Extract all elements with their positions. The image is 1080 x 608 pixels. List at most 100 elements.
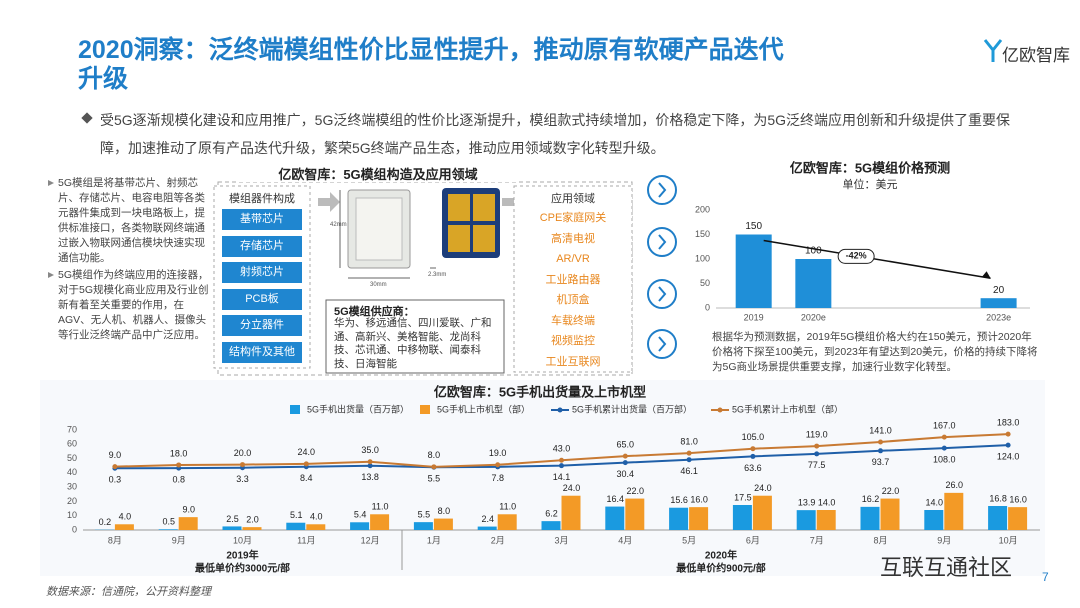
value-label: 5.5 [428, 474, 441, 484]
component: 基带芯片 [222, 209, 302, 230]
bar [541, 521, 561, 530]
title-mask [238, 162, 518, 182]
line-point [878, 439, 883, 445]
value-label: 183.0 [997, 417, 1020, 427]
x-tick-label: 4月 [618, 535, 632, 545]
value-label: 13.9 [798, 498, 816, 508]
value-label: 8.4 [300, 473, 313, 483]
y-tick-label: 200 [695, 204, 710, 214]
line-point [750, 446, 756, 452]
value-label: 11.0 [372, 502, 389, 512]
line-point [240, 462, 245, 468]
line-point [686, 457, 692, 463]
line-point [622, 460, 628, 466]
annotation-box [837, 248, 875, 264]
value-label: 20.0 [234, 448, 252, 458]
value-label: 0.2 [99, 517, 112, 527]
line-point [1005, 431, 1011, 437]
value-label: 2.5 [226, 514, 239, 524]
bar [350, 522, 370, 530]
source: 数据来源：信通院，公开资料整理 [46, 586, 211, 598]
supplier-box [325, 299, 505, 374]
value-label: 8.0 [428, 450, 441, 460]
y-tick-label: 70 [67, 424, 77, 434]
value-label: 15.6 [670, 495, 688, 505]
bar [158, 529, 178, 530]
bar [605, 506, 625, 530]
value-label: 22.0 [882, 486, 900, 496]
chip-pad [448, 194, 470, 221]
value-label: 4.0 [119, 512, 132, 522]
value-label: 14.0 [818, 497, 836, 507]
application: AR/VR [556, 253, 590, 265]
dimension: 42mm [330, 222, 347, 228]
suppliers: 华为、移远通信、四川爱联、广和通、高新兴、美格智能、龙尚科技、芯讯通、中移物联、… [334, 317, 492, 370]
bar [477, 526, 497, 530]
value-label: 43.0 [553, 444, 571, 454]
value-label: 9.0 [182, 505, 195, 515]
value-label: 22.0 [627, 486, 645, 496]
x-tick-label: 7月 [810, 535, 824, 545]
line-point [559, 457, 564, 463]
value-label: 11.0 [499, 502, 516, 512]
y-tick-label: 0 [72, 524, 77, 534]
bar [924, 510, 944, 530]
dimension: 2.3mm [428, 272, 447, 278]
logo: 亿欧智库 [1002, 46, 1070, 65]
bar [222, 526, 242, 530]
value-label: 19.0 [489, 448, 507, 458]
legend-label: 5G手机出货量（百万部） [307, 403, 409, 414]
value-label: 14.1 [553, 472, 571, 482]
legend-label: 5G手机累计上市机型（部） [732, 403, 843, 414]
value-label: 108.0 [933, 455, 956, 465]
page-number: 7 [1042, 570, 1049, 584]
x-tick-label: 11月 [297, 535, 315, 545]
components-heading: 模组器件构成 [229, 193, 295, 205]
bar [689, 507, 709, 530]
value-label: 13.8 [361, 472, 379, 482]
bar [625, 498, 645, 530]
line-point [495, 462, 501, 468]
bar [669, 507, 689, 530]
line-point [941, 434, 947, 440]
y-tick-label: 20 [67, 496, 77, 506]
line-point [176, 462, 182, 468]
x-tick-label: 2023e [986, 312, 1011, 322]
notes: 5G模组是将基带芯片、射频芯片、存储芯片、电容电阻等各类元器件集成到一块电路板上… [46, 176, 210, 345]
y-tick-label: 0 [705, 302, 710, 312]
value-label: 141.0 [869, 425, 892, 435]
application: CPE家庭网关 [539, 212, 607, 224]
x-tick-label: 2月 [491, 535, 505, 545]
page-title: 2020洞察：泛终端模组性价比显性提升，推动原有软硬产品迭代升级 [78, 36, 784, 93]
value-label: 5.5 [418, 510, 431, 520]
trend-arrow [763, 239, 991, 279]
x-tick-label: 10月 [999, 535, 1018, 545]
x-tick-label: 10月 [233, 535, 252, 545]
bar [1008, 507, 1028, 530]
line-point [367, 459, 373, 465]
value-label: 16.8 [989, 493, 1007, 503]
value-label: 5.1 [290, 510, 303, 520]
application: 工业路由器 [545, 273, 601, 286]
bar [497, 514, 517, 530]
bar [178, 517, 198, 530]
value-label: 6.2 [545, 509, 558, 519]
y-tick-label: 150 [695, 229, 710, 239]
bar [944, 492, 964, 530]
arrow-circles [647, 175, 677, 359]
value-label: 65.0 [617, 440, 635, 450]
value-label: 14.0 [926, 497, 944, 507]
chart-subtitle: 单位：美元 [843, 177, 898, 191]
bar [306, 524, 326, 530]
group-label: 2020年 [705, 549, 737, 562]
value-label: 46.1 [680, 466, 698, 476]
x-tick-label: 1月 [427, 535, 441, 545]
value-label: 30.4 [617, 469, 635, 479]
value-label: 17.5 [734, 492, 752, 502]
bar [980, 298, 1017, 308]
value-label: 0.3 [109, 475, 122, 485]
applications: CPE家庭网关 高清电视 AR/VR 工业路由器 机顶盒 车载终端 视频监控 工业互联网 [514, 208, 632, 372]
apps-heading: 应用领域 [551, 193, 595, 205]
line-point [750, 453, 756, 459]
value-label: 0.5 [162, 517, 175, 527]
